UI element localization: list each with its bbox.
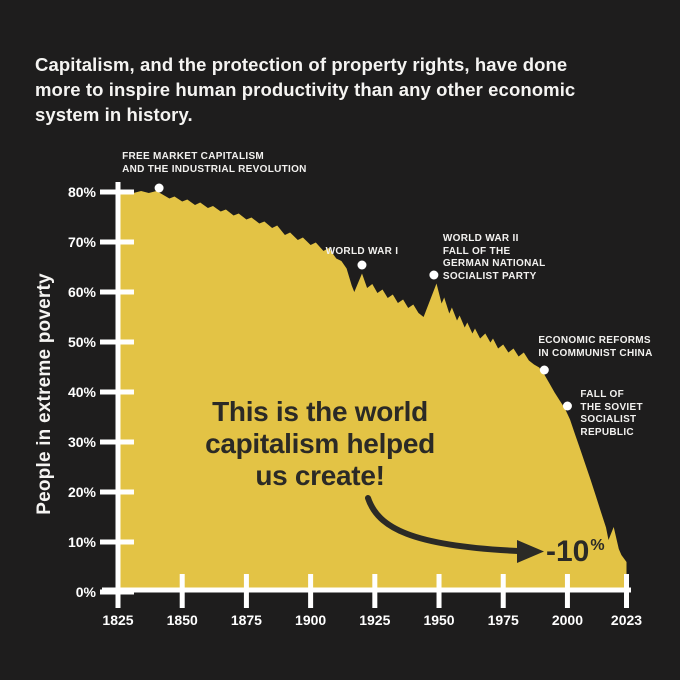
x-tick	[436, 574, 442, 608]
y-tick	[100, 239, 134, 245]
page-title: Capitalism, and the protection of proper…	[35, 52, 645, 127]
overlay-message: This is the world capitalism helped us c…	[160, 396, 480, 492]
annotation-line: ECONOMIC REFORMS	[538, 335, 651, 346]
event-dot-world-war-2	[429, 270, 439, 280]
y-tick-label: 0%	[75, 584, 96, 600]
annotation-soviet-fall: FALL OF THE SOVIET SOCIALIST REPUBLIC	[580, 389, 642, 439]
arrow-annotation	[365, 495, 521, 554]
y-tick	[100, 289, 134, 295]
y-tick-label: 30%	[67, 434, 96, 450]
x-tick	[243, 574, 249, 608]
y-tick	[100, 539, 134, 545]
annotation-line: REPUBLIC	[580, 426, 634, 438]
annotation-line: THE SOVIET	[580, 401, 643, 413]
annotation-line: GERMAN NATIONAL	[442, 258, 546, 269]
event-dot-soviet-fall	[562, 401, 572, 411]
y-tick	[100, 389, 134, 395]
y-tick-label: 70%	[67, 234, 96, 250]
x-tick-label: 2023	[610, 612, 643, 628]
x-tick	[624, 574, 630, 608]
event-dot-free-market-capitalism	[154, 183, 164, 193]
x-tick-label: 1950	[423, 612, 455, 628]
y-tick-label: 40%	[67, 384, 96, 400]
x-tick-label: 1900	[295, 612, 327, 628]
y-tick-label: 10%	[67, 534, 96, 550]
annotation-world-war-2: WORLD WAR II FALL OF THE GERMAN NATIONAL SO…	[443, 233, 546, 283]
x-tick-label: 1850	[166, 612, 198, 628]
x-tick-label: 2000	[551, 612, 583, 628]
x-tick	[564, 574, 570, 608]
y-tick	[100, 489, 134, 495]
x-tick-label: 1975	[487, 612, 519, 628]
annotation-china-reforms: ECONOMIC REFORMS IN COMMUNIST CHINA	[538, 335, 652, 360]
arrow-head-icon	[517, 540, 544, 563]
annotation-line: WORLD WAR II	[442, 233, 519, 244]
y-tick	[100, 439, 134, 445]
overlay-message-line: capitalism helped	[205, 428, 435, 459]
x-tick-label: 1825	[102, 612, 134, 628]
annotation-line: SOCIALIST	[580, 414, 637, 425]
annotation-line: FALL OF THE	[442, 245, 511, 257]
x-tick	[372, 574, 378, 608]
x-tick	[179, 574, 185, 608]
x-tick	[115, 574, 121, 608]
title-line: more to inspire human productivity than …	[35, 79, 576, 100]
y-tick	[100, 189, 134, 195]
annotation-line: AND THE INDUSTRIAL REVOLUTION	[122, 163, 307, 175]
y-tick-label: 50%	[67, 334, 96, 350]
annotation-line: FREE MARKET CAPITALISM	[122, 151, 265, 162]
title-line: system in history.	[35, 104, 193, 125]
y-tick	[100, 339, 134, 345]
annotation-line: SOCIALIST PARTY	[442, 270, 537, 282]
x-tick	[500, 574, 506, 608]
minus-ten-percent-callout: -10%	[546, 535, 605, 569]
event-dot-china-reforms	[539, 365, 549, 375]
overlay-message-line: This is the world	[212, 396, 428, 427]
poverty-area-fill	[118, 190, 627, 592]
x-tick-label: 1925	[359, 612, 391, 628]
event-dot-world-war-1	[357, 260, 367, 270]
annotation-line: WORLD WAR I	[325, 246, 399, 257]
x-axis-line	[102, 587, 631, 593]
annotation-line: IN COMMUNIST CHINA	[538, 347, 653, 359]
title-line: Capitalism, and the protection of proper…	[35, 54, 568, 75]
x-tick	[308, 574, 314, 608]
overlay-message-line: us create!	[255, 460, 385, 491]
annotation-line: FALL OF	[580, 389, 625, 400]
callout-value: -10	[546, 535, 590, 568]
annotation-free-market-capitalism: FREE MARKET CAPITALISM AND THE INDUSTRIAL…	[122, 151, 307, 176]
y-tick-label: 20%	[67, 484, 96, 500]
y-tick-label: 60%	[67, 284, 96, 300]
y-tick-label: 80%	[67, 184, 96, 200]
x-tick-label: 1875	[230, 612, 262, 628]
callout-unit: %	[590, 537, 605, 554]
annotation-world-war-1: WORLD WAR I	[326, 246, 399, 259]
